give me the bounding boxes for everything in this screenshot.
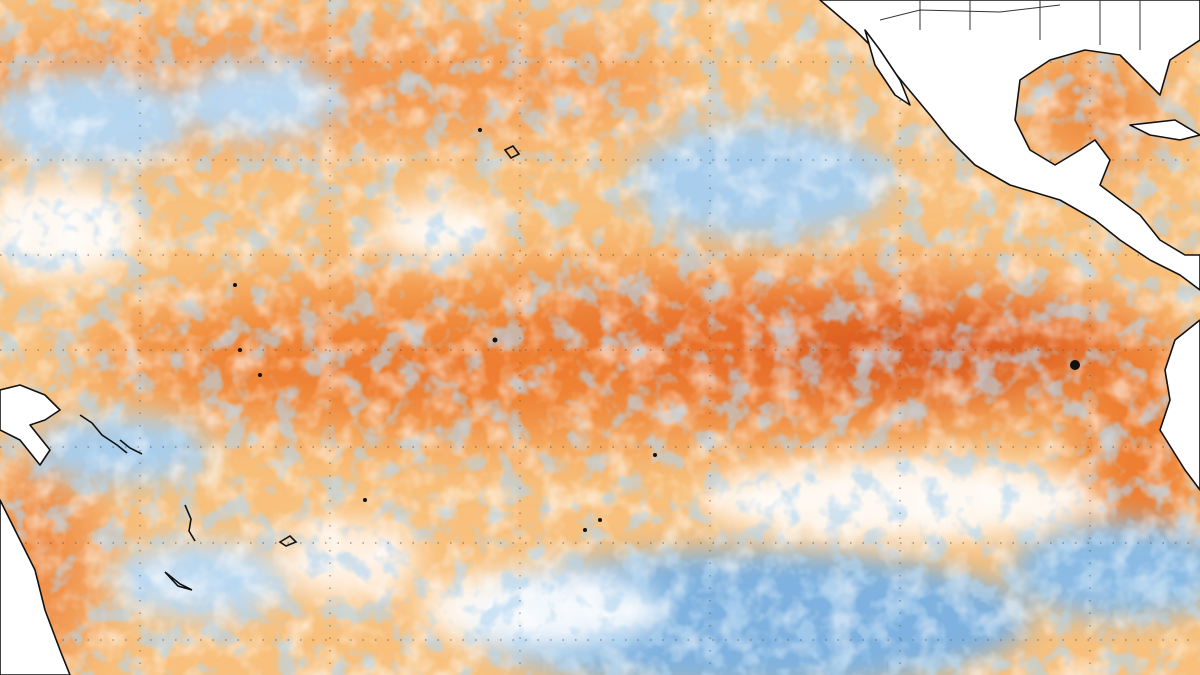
cuba [1129, 119, 1200, 141]
state-borders [919, 0, 1141, 50]
us-mexico-border [879, 4, 1061, 21]
islands [79, 128, 1080, 591]
australia [0, 499, 71, 675]
north-america [819, 0, 1200, 291]
baja-california [864, 29, 911, 106]
new-guinea [0, 384, 61, 466]
south-america [1159, 319, 1200, 491]
